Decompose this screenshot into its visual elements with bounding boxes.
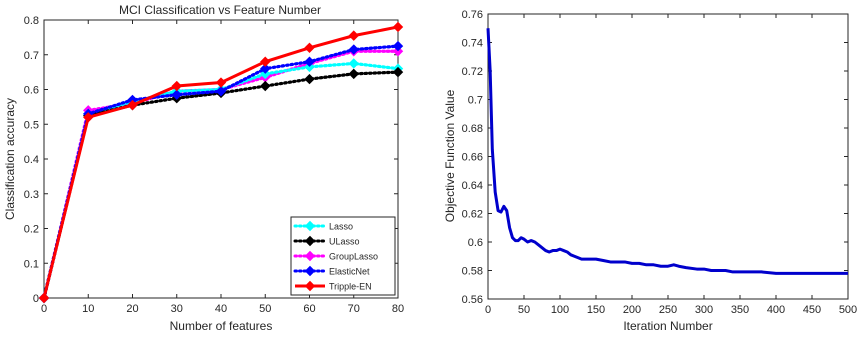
data-point: [127, 99, 138, 111]
data-point: [304, 56, 315, 67]
x-tick-label: 450: [803, 304, 821, 316]
legend-item: ElasticNet: [293, 265, 370, 277]
x-tick-label: 350: [731, 304, 749, 316]
x-tick-label: 100: [551, 304, 569, 316]
chart2-series-group: [486, 28, 848, 275]
data-point: [260, 68, 271, 80]
legend-label: GroupLasso: [329, 252, 378, 262]
y-tick-label: 0.68: [462, 123, 483, 135]
x-tick-label: 0: [41, 303, 47, 315]
legend-marker: [304, 220, 316, 232]
data-point: [260, 56, 271, 67]
y-tick-label: 0.66: [462, 152, 483, 164]
data-point: [304, 42, 315, 54]
x-tick-label: 30: [171, 303, 183, 315]
y-tick-label: 0.4: [24, 154, 39, 166]
data-point: [38, 292, 50, 304]
legend-marker: [304, 250, 316, 262]
data-point: [348, 30, 359, 41]
series-tripple-en: [38, 21, 404, 304]
y-tick-label: 0.56: [462, 294, 483, 306]
y-tick-label: 0.62: [462, 209, 483, 221]
legend-item: ULasso: [293, 235, 360, 247]
legend-marker: [304, 235, 316, 247]
y-tick-label: 0.1: [24, 258, 39, 270]
x-tick-label: 0: [485, 304, 491, 316]
data-point: [83, 112, 94, 123]
data-point: [260, 80, 271, 92]
data-point: [215, 77, 227, 88]
x-tick-label: 10: [82, 303, 94, 315]
data-point: [392, 40, 404, 52]
x-tick-label: 400: [767, 304, 785, 316]
data-point: [260, 63, 271, 74]
legend-item: GroupLasso: [293, 250, 378, 262]
y-tick-label: 0.6: [468, 237, 483, 249]
legend-label: ULasso: [329, 237, 360, 247]
objective-curve: [486, 28, 848, 275]
chart2-axes: 0 50 100 150 200 250 300 350 400 450 500 0.56 0.58 0.…: [462, 9, 858, 316]
chart1-title: MCI Classification vs Feature Number: [119, 3, 321, 17]
y-tick-label: 0.6: [24, 85, 39, 97]
x-tick-label: 150: [587, 304, 605, 316]
y-tick-label: 0.72: [462, 66, 483, 78]
data-point: [348, 58, 359, 69]
data-point: [392, 66, 404, 78]
data-point: [215, 86, 227, 97]
y-tick-label: 0.8: [24, 15, 39, 27]
x-tick-label: 60: [303, 303, 315, 315]
x-tick-label: 250: [659, 304, 677, 316]
chart1-axes: 0 10 20 30 40 50 60 70 80 0 0.1 0.2 0.3 0.4 0.5 0.6 0.7 0…: [24, 15, 404, 315]
chart2-plot-area: [487, 13, 849, 300]
chart1-series-group: [38, 21, 404, 304]
x-tick-label: 20: [126, 303, 138, 315]
legend-label: Tripple-EN: [329, 282, 372, 292]
chart1-x-axis-label: Number of features: [170, 319, 273, 333]
data-point: [392, 46, 404, 57]
legend-item: Lasso: [293, 220, 353, 232]
y-tick-label: 0.7: [24, 50, 39, 62]
legend-label: ElasticNet: [329, 267, 370, 277]
y-tick-label: 0.76: [462, 9, 483, 21]
chart2-x-axis-label: Iteration Number: [623, 319, 712, 333]
x-tick-label: 500: [839, 304, 857, 316]
y-tick-label: 0.74: [462, 38, 483, 50]
y-tick-label: 0.7: [468, 95, 483, 107]
x-tick-label: 40: [215, 303, 227, 315]
chart-objective-function: 0 50 100 150 200 250 300 350 400 450 500 0.56 0.58 0.…: [443, 9, 857, 333]
data-point: [171, 89, 182, 100]
data-point: [304, 73, 315, 85]
y-tick-label: 0.5: [24, 119, 39, 131]
x-tick-label: 80: [392, 303, 404, 315]
y-tick-label: 0: [33, 293, 39, 305]
data-point: [171, 80, 182, 92]
x-tick-label: 70: [348, 303, 360, 315]
chart-mci-classification: MCI Classification vs Feature Number 0 10…: [3, 3, 404, 333]
legend-item: Tripple-EN: [295, 280, 372, 292]
y-tick-label: 0.2: [24, 224, 39, 236]
x-tick-label: 200: [623, 304, 641, 316]
legend-marker: [304, 265, 316, 277]
x-tick-label: 300: [695, 304, 713, 316]
chart1-legend: Lasso ULasso GroupLasso ElasticNet Tripple-E…: [290, 216, 396, 296]
chart1-y-axis-label: Classification accuracy: [3, 98, 17, 220]
data-point: [348, 44, 359, 55]
data-point: [304, 61, 315, 73]
data-point: [392, 21, 404, 33]
chart2-y-axis-label: Objective Function Value: [443, 89, 457, 222]
legend-marker: [304, 280, 316, 292]
y-tick-label: 0.58: [462, 266, 483, 278]
data-point: [348, 68, 359, 80]
y-tick-label: 0.3: [24, 189, 39, 201]
legend-label: Lasso: [329, 222, 353, 232]
y-tick-label: 0.64: [462, 180, 483, 192]
x-tick-label: 50: [518, 304, 530, 316]
x-tick-label: 50: [259, 303, 271, 315]
